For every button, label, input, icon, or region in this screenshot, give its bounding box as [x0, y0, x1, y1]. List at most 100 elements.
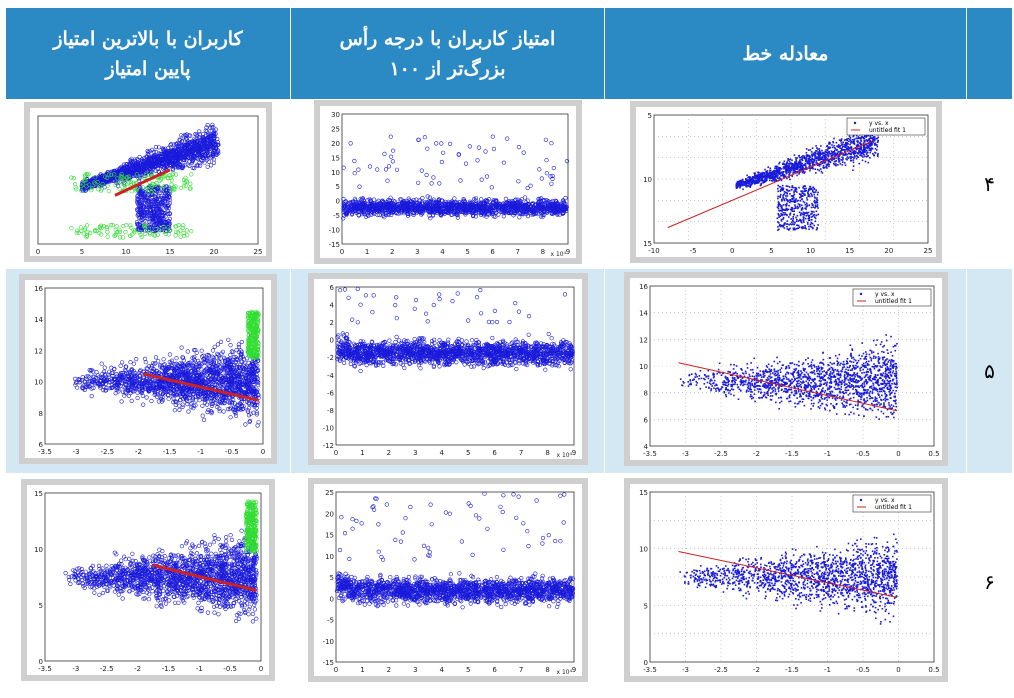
axis-tick-label: -10 — [328, 227, 339, 235]
axis-tick-label: 0 — [730, 247, 734, 255]
axis-tick-label: 0 — [39, 658, 43, 666]
legend-box — [846, 117, 925, 136]
legend-label: untitled fit 1 — [875, 504, 912, 511]
axis-tick-label: 0 — [896, 666, 900, 674]
axis-tick-label: -2.5 — [100, 665, 114, 673]
legend-label: y vs. x — [869, 120, 889, 127]
axis-tick-label: 15 — [331, 154, 340, 162]
axis-tick-label: -2 — [753, 666, 760, 674]
legend-box — [852, 494, 931, 513]
axis-tick-label: 1 — [364, 248, 368, 256]
axis-tick-label: -0.5 — [223, 665, 237, 673]
axis-tick-label: 10 — [643, 176, 652, 184]
axis-tick-label: 0 — [333, 666, 337, 674]
axis-tick-label: 25 — [254, 248, 263, 256]
axis-tick-label: -3 — [682, 450, 689, 458]
axis-tick-label: -3.5 — [643, 666, 657, 674]
axis-tick-label: 9 — [571, 449, 575, 457]
axis-tick-label: -0.5 — [225, 448, 239, 456]
header-degree: امتیاز کاربران با درجه رأس بزرگ‌تر از ۱۰… — [290, 7, 605, 100]
axis-tick-label: 4 — [440, 248, 445, 256]
axis-tick-label: 5 — [465, 449, 469, 457]
axis-tick-label: 2 — [386, 449, 390, 457]
axis-tick-label: -6 — [327, 389, 335, 397]
cell-plot: 0 1 2 3 4 5 6 7 8 9 30 25 20 15 10 5 0 -5 -10 -15 x 10⁴ — [290, 99, 605, 269]
header-row: کاربران با بالاترین امتیاز پایین امتیاز … — [5, 7, 1013, 100]
axis-tick-label: 6 — [643, 416, 648, 424]
cell-plot: 0 1 2 3 4 5 6 7 8 9 6 4 2 0 -2 -4 -6 -8 -10 -12 x 10⁴ — [290, 268, 605, 474]
fit-line — [677, 551, 897, 598]
legend-label: untitled fit 1 — [875, 298, 912, 305]
axis-tick-label: -2.5 — [714, 450, 728, 458]
axis-tick-label: 3 — [413, 449, 417, 457]
axis-tick-label: 4 — [329, 302, 334, 310]
header-degree-text: امتیاز کاربران با درجه رأس بزرگ‌تر از ۱۰… — [339, 27, 556, 80]
axis-tick-label: -3 — [72, 665, 79, 673]
axis-tick-label: -2 — [134, 665, 141, 673]
cell-plot: -3.5 -3 -2.5 -2 -1.5 -1 -0.5 0 16 14 12 10 8 6 — [5, 268, 291, 474]
table-row: -3.5 -3 -2.5 -2 -1.5 -1 -0.5 0 15 10 5 0 0 1 2 3 4 5 6 7 8 9… — [5, 473, 1013, 691]
axis-tick-label: 5 — [465, 248, 469, 256]
fit-line — [667, 140, 873, 229]
axis-tick-label: 7 — [518, 449, 522, 457]
axis-tick-label: 4 — [439, 449, 444, 457]
axis-tick-label: 7 — [518, 666, 522, 674]
axis-tick-label: 5 — [643, 602, 647, 610]
axis-tick-label: -1 — [824, 450, 831, 458]
axis-tick-label: 6 — [492, 666, 497, 674]
axis-tick-label: -4 — [327, 372, 335, 380]
axis-tick-label: 2 — [389, 248, 393, 256]
axis-tick-label: 6 — [39, 441, 44, 449]
axis-tick-label: 5 — [329, 574, 333, 582]
axis-tick-label: 10 — [325, 553, 334, 561]
axis-tick-label: -0.5 — [856, 666, 870, 674]
fit-line — [142, 372, 259, 402]
axis-tick-label: 6 — [329, 284, 334, 292]
axis-tick-label: 0 — [329, 337, 333, 345]
axis-tick-label: 3 — [413, 666, 417, 674]
axis-tick-label: -3.5 — [38, 665, 52, 673]
axis-tick-label: 8 — [545, 449, 549, 457]
scatter-plot-equation-r6: -3.5 -3 -2.5 -2 -1.5 -1 -0.5 0 0.5 15 10 5 0 y vs. xu… — [629, 484, 942, 676]
row-index: ۶ — [966, 473, 1013, 691]
axis-tick-label: 25 — [325, 489, 334, 497]
axis-tick-label: 15 — [643, 240, 652, 248]
axis-tick-label: 10 — [806, 247, 815, 255]
scatter-plot-high-low-r6: -3.5 -3 -2.5 -2 -1.5 -1 -0.5 0 15 10 5 0 — [27, 485, 269, 675]
axis-tick-label: 6 — [492, 449, 497, 457]
axis-tick-label: 10 — [122, 248, 131, 256]
axis-tick-label: 20 — [331, 140, 340, 148]
legend-label: untitled fit 1 — [869, 127, 906, 134]
axis-tick-label: 20 — [325, 510, 334, 518]
axis-tick-label: -1 — [196, 665, 203, 673]
axis-tick-label: 9 — [571, 666, 575, 674]
axis-tick-label: -2.5 — [714, 666, 728, 674]
axis-tick-label: 0 — [896, 450, 900, 458]
axis-tick-label: -1.5 — [785, 666, 799, 674]
axis-tick-label: 20 — [210, 248, 219, 256]
axis-tick-label: 0 — [36, 248, 40, 256]
axis-exponent-label: x 10⁴ — [556, 452, 572, 459]
axis-tick-label: 15 — [639, 489, 648, 497]
axis-tick-label: 5 — [39, 602, 43, 610]
fit-line — [677, 362, 897, 412]
axis-tick-label: 10 — [639, 546, 648, 554]
fit-line — [114, 168, 171, 197]
cell-plot: -3.5 -3 -2.5 -2 -1.5 -1 -0.5 0 15 10 5 0 — [5, 473, 291, 691]
axis-tick-label: 8 — [643, 390, 647, 398]
row-index: ۴ — [966, 99, 1013, 269]
axis-tick-label: 0 — [335, 198, 339, 206]
axis-tick-label: 0 — [259, 665, 263, 673]
axis-exponent-label: x 10⁴ — [556, 669, 572, 676]
header-high-low-text: کاربران با بالاترین امتیاز پایین امتیاز — [53, 27, 243, 80]
axis-tick-label: 0 — [339, 248, 343, 256]
fit-line — [152, 563, 258, 592]
axis-tick-label: 0 — [261, 448, 265, 456]
axis-tick-label: 14 — [34, 316, 43, 324]
legend-label: y vs. x — [875, 497, 895, 504]
axis-tick-label: -15 — [328, 241, 339, 249]
axis-tick-label: 16 — [639, 283, 648, 291]
